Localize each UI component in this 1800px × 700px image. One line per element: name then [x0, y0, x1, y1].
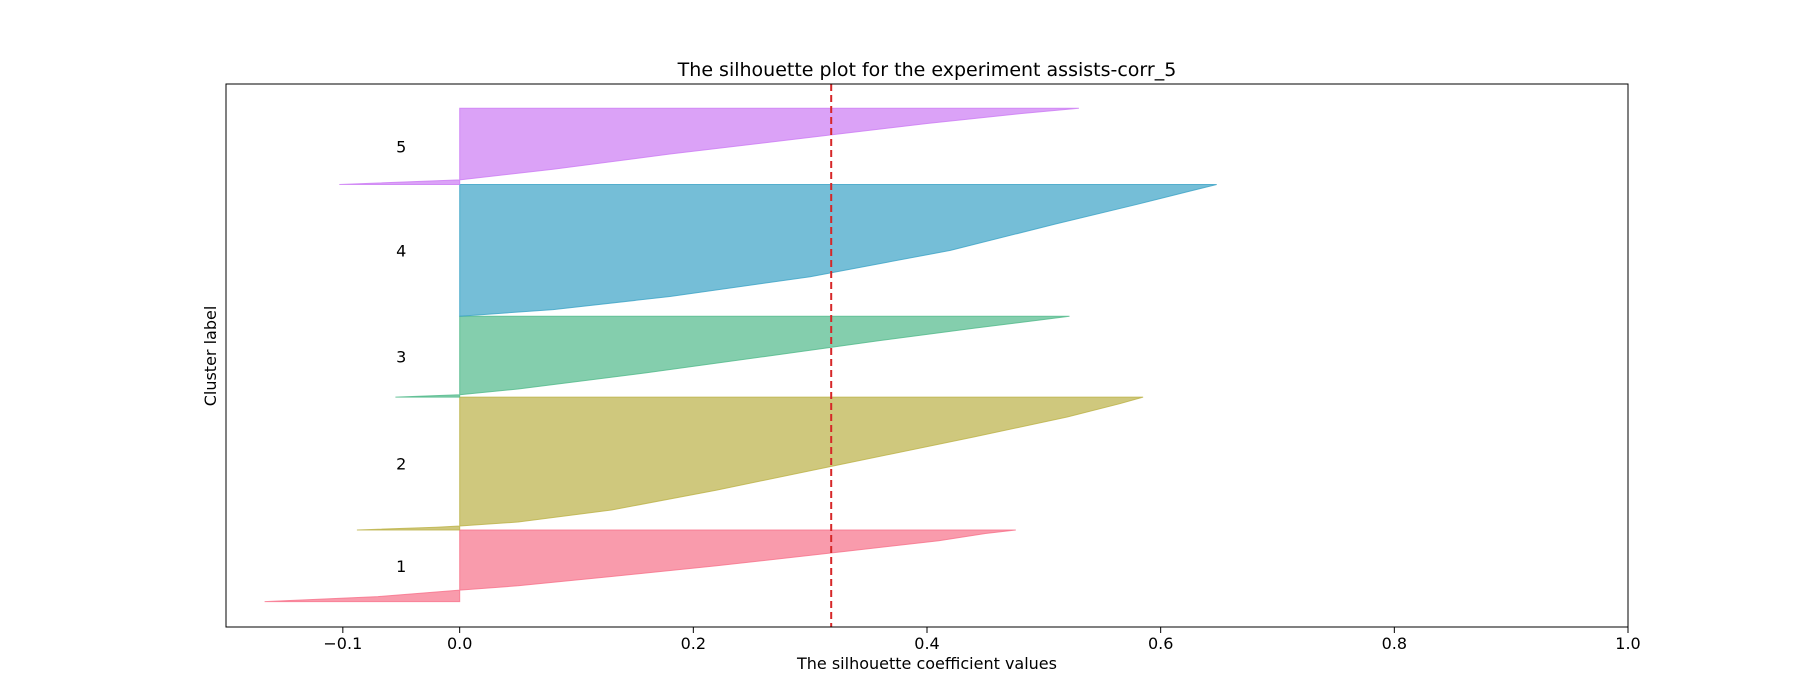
x-tick-label: 0.4	[914, 634, 939, 653]
x-tick-label: −0.1	[323, 634, 362, 653]
x-tick-label: 0.0	[447, 634, 472, 653]
y-axis-label: Cluster label	[201, 306, 220, 407]
clusters-layer: 1 2 3 4 5	[264, 107, 1217, 603]
cluster-4-label: 4	[396, 241, 406, 260]
axes-layer: −0.1 0.0 0.2 0.4 0.6 0.8 1.0	[225, 83, 1641, 653]
cluster-1-label: 1	[396, 557, 406, 576]
cluster-4-silhouette	[459, 184, 1217, 317]
cluster-5-silhouette	[339, 107, 1079, 185]
cluster-2-silhouette	[356, 396, 1144, 531]
cluster-3-silhouette	[395, 315, 1070, 398]
chart-title: The silhouette plot for the experiment a…	[677, 59, 1177, 81]
x-tick-label: 0.2	[681, 634, 706, 653]
x-tick-label: 0.6	[1148, 634, 1173, 653]
x-axis-label: The silhouette coefficient values	[796, 654, 1057, 673]
cluster-3-label: 3	[396, 348, 406, 367]
x-tick-label: 0.8	[1382, 634, 1407, 653]
cluster-2-label: 2	[396, 455, 406, 474]
cluster-5-label: 5	[396, 137, 406, 156]
plot-frame	[225, 83, 1629, 628]
x-tick-label: 1.0	[1615, 634, 1640, 653]
cluster-1-silhouette	[264, 529, 1016, 603]
